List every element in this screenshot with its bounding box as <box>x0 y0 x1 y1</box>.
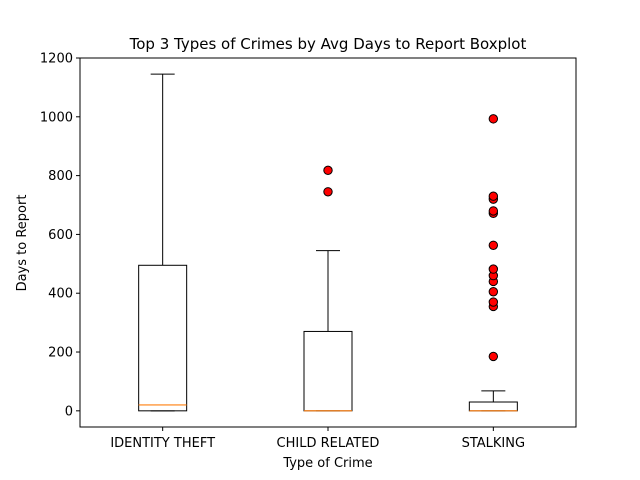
outlier-point <box>323 187 333 197</box>
y-axis-label: Days to Report <box>15 195 30 292</box>
y-tick-label: 800 <box>48 169 73 184</box>
x-axis-label: Type of Crime <box>282 456 372 471</box>
outlier-point <box>488 297 499 307</box>
chart-title: Top 3 Types of Crimes by Avg Days to Rep… <box>129 35 527 53</box>
outlier-point <box>488 191 499 201</box>
outlier-point <box>488 351 499 362</box>
y-tick-label: 1200 <box>40 52 73 67</box>
outlier-point <box>488 114 499 124</box>
box <box>138 264 188 412</box>
x-tick-label: IDENTITY THEFT <box>110 436 215 451</box>
x-tick-label: CHILD RELATED <box>277 436 380 451</box>
outlier-point <box>488 264 499 274</box>
y-tick-label: 0 <box>65 404 73 419</box>
y-tick-label: 400 <box>48 287 73 302</box>
box <box>303 330 353 412</box>
outlier-point <box>488 206 499 216</box>
y-tick-label: 200 <box>48 346 73 361</box>
outlier-point <box>488 287 499 297</box>
x-tick-label: STALKING <box>462 436 525 451</box>
outlier-point <box>323 165 333 176</box>
box <box>468 401 518 412</box>
y-tick-label: 600 <box>48 228 73 243</box>
outlier-point <box>488 240 499 250</box>
y-tick-label: 1000 <box>40 110 73 125</box>
plot-area: 0 200 400 600 800 1000 1200 IDENTITY THEFT CHILD… <box>40 52 577 451</box>
plot-frame <box>79 57 577 428</box>
